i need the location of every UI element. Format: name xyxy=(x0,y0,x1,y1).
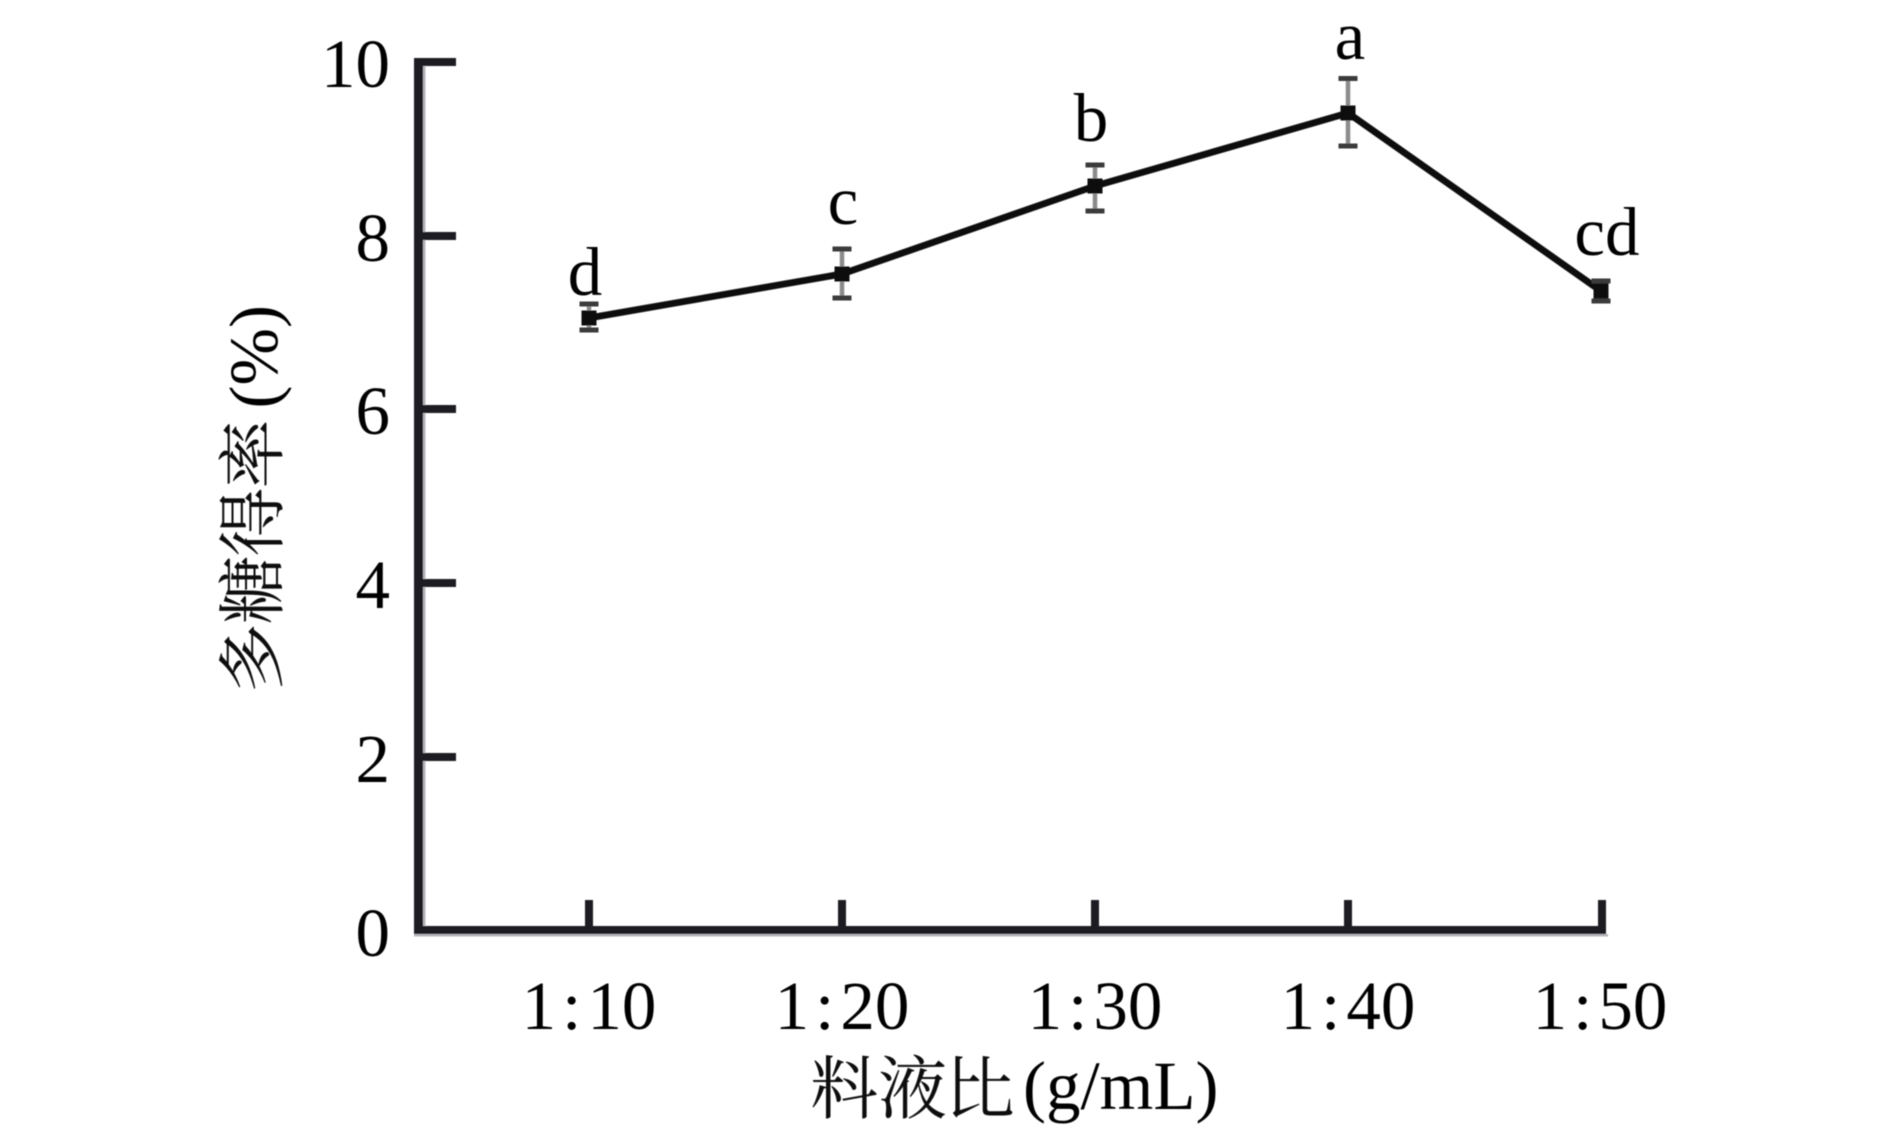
svg-text:c: c xyxy=(828,163,859,239)
svg-text:6: 6 xyxy=(356,373,391,449)
svg-text:1:40: 1:40 xyxy=(1281,968,1416,1044)
svg-text:b: b xyxy=(1074,80,1109,156)
svg-text:1:20: 1:20 xyxy=(775,968,910,1044)
svg-text:0: 0 xyxy=(356,895,391,971)
svg-text:8: 8 xyxy=(356,200,391,276)
svg-text:10: 10 xyxy=(321,26,390,102)
svg-text:cd: cd xyxy=(1574,194,1639,270)
svg-text:d: d xyxy=(568,234,603,310)
svg-text:(%): (%) xyxy=(216,305,292,408)
svg-text:1:30: 1:30 xyxy=(1028,968,1163,1044)
svg-text:4: 4 xyxy=(356,547,391,623)
svg-text:(g/mL): (g/mL) xyxy=(1023,1048,1218,1124)
svg-text:2: 2 xyxy=(356,721,391,797)
svg-text:1:50: 1:50 xyxy=(1533,968,1668,1044)
svg-text:1:10: 1:10 xyxy=(522,968,657,1044)
svg-text:a: a xyxy=(1335,0,1366,74)
